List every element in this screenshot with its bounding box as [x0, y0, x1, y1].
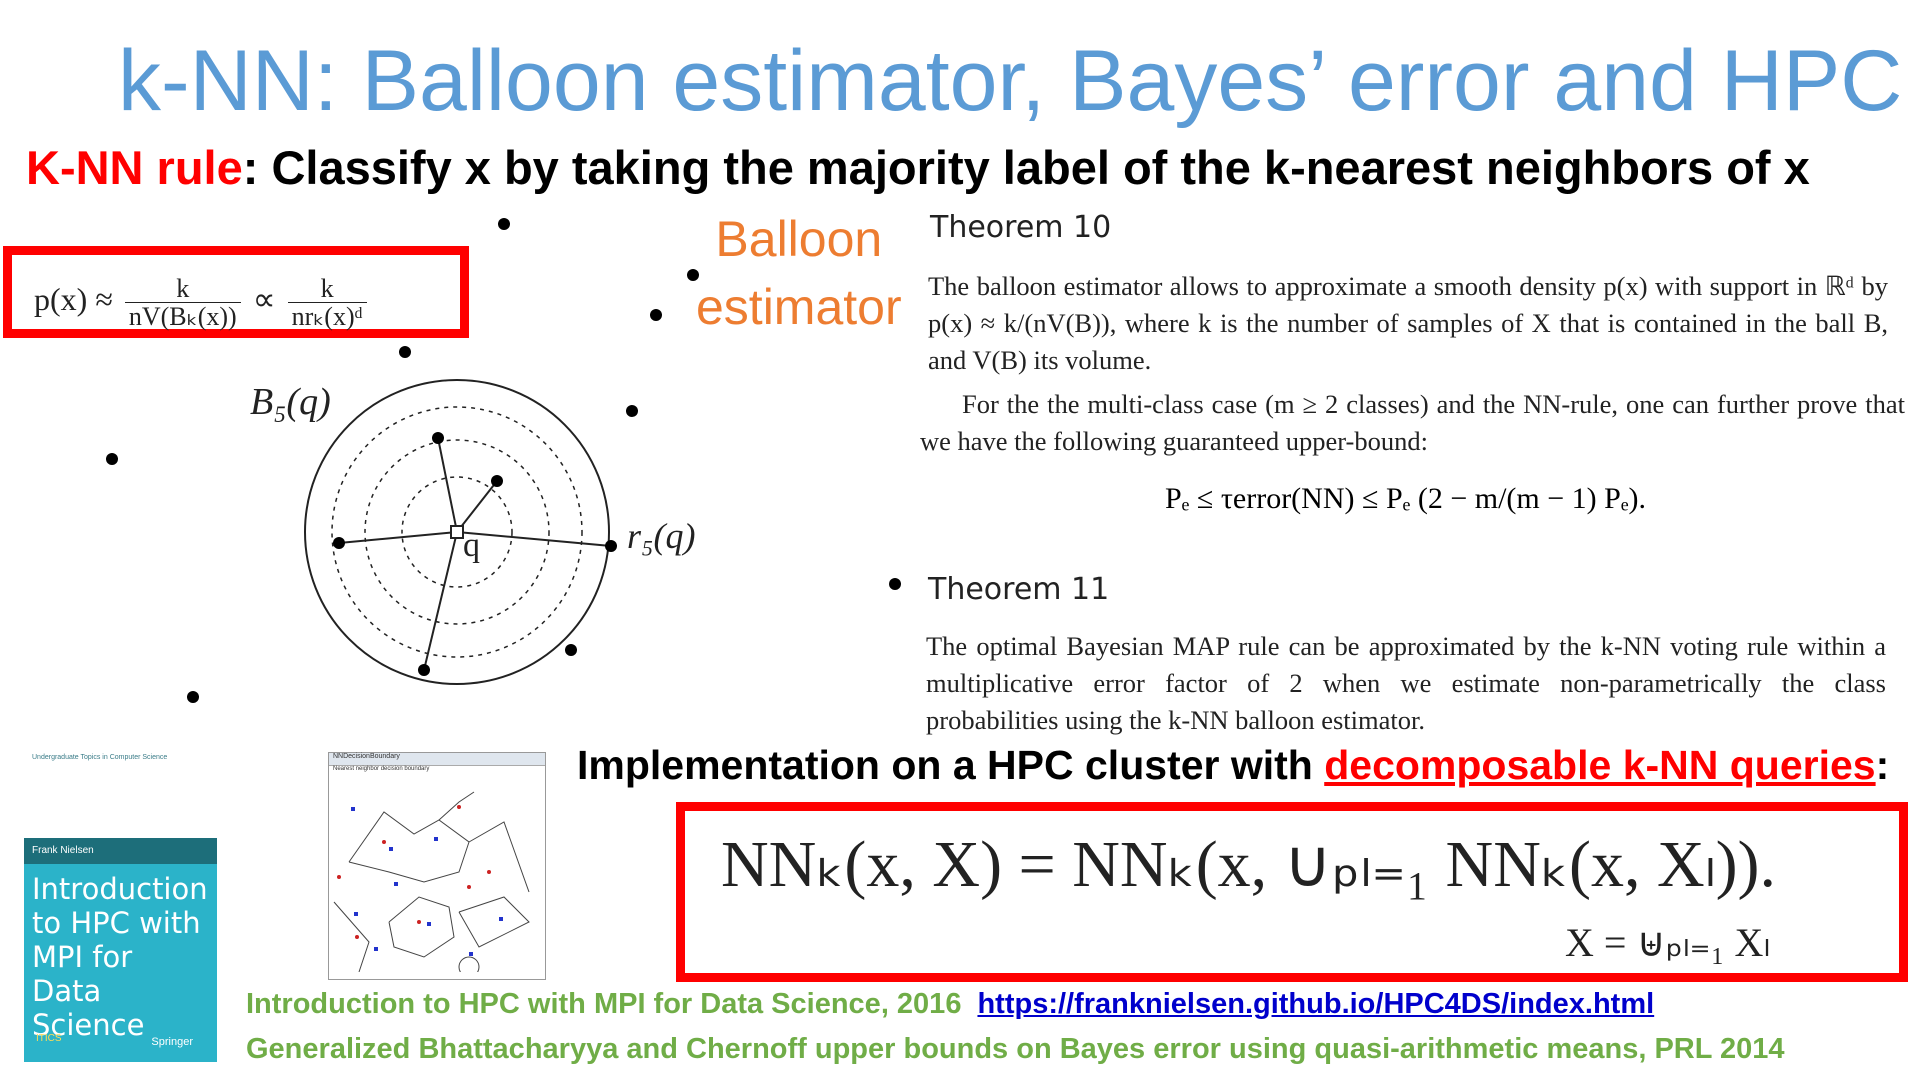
formula-prop: ∝ [252, 281, 276, 318]
density-formula: p(x) ≈ k nV(Bₖ(x)) ∝ k nrₖ(x)ᵈ [34, 275, 371, 331]
nn-decomposition-formula: NNₖ(x, X) = NNₖ(x, ∪ₚₗ₌₁ NNₖ(x, Xₗ)). [721, 828, 1777, 901]
theorem-11-text: The optimal Bayesian MAP rule can be app… [926, 631, 1886, 735]
knn-rule-label: K-NN rule [26, 141, 243, 194]
dashed-circle-large [331, 406, 583, 658]
book-logo: ITICS [36, 1033, 62, 1044]
multiclass-text: For the the multi-class case (m ≥ 2 clas… [920, 389, 1905, 456]
decision-boundary-screenshot: NNDecisionBoundary Nearest neighbor deci… [328, 752, 546, 980]
theorem-11-heading: Theorem 11 [928, 572, 1110, 607]
dashed-circle-mid [364, 439, 550, 625]
balloon-estimator-label: Balloon estimator [696, 205, 902, 341]
balloon-diagram [106, 218, 901, 703]
dashed-circle-small [401, 476, 513, 588]
reference-2: Generalized Bhattacharyya and Chernoff u… [246, 1033, 1785, 1065]
decision-boundary-plot [333, 791, 530, 978]
data-point [626, 405, 638, 417]
implementation-heading: Implementation on a HPC cluster with dec… [577, 742, 1889, 789]
nn-formula-box: NNₖ(x, X) = NNₖ(x, ∪ₚₗ₌₁ NNₖ(x, Xₗ)). X … [676, 802, 1908, 982]
balloon-line-2: estimator [696, 279, 902, 335]
data-point [565, 644, 577, 656]
bullet-point [889, 578, 901, 590]
neighbor-point [605, 540, 617, 552]
book-title: Introduction to HPC with MPI for Data Sc… [32, 872, 208, 1042]
data-point [498, 218, 510, 230]
data-point [399, 346, 411, 358]
decomposable-queries-link[interactable]: decomposable k-NN queries [1324, 742, 1876, 788]
frac2-den: nrₖ(x)ᵈ [291, 302, 363, 332]
reference-1-text: Introduction to HPC with MPI for Data Sc… [246, 988, 962, 1020]
impl-suffix: : [1875, 742, 1890, 788]
neighbor-point [432, 432, 444, 444]
neighbor-point [418, 664, 430, 676]
reference-1: Introduction to HPC with MPI for Data Sc… [246, 988, 1654, 1021]
data-point [650, 309, 662, 321]
neighbor-line-5 [423, 531, 458, 671]
impl-text: Implementation on a HPC cluster with [577, 742, 1325, 788]
neighbor-line-2 [456, 480, 498, 533]
upper-bound-formula: Pₑ ≤ τerror(NN) ≤ Pₑ (2 − m/(m − 1) Pₑ). [1165, 482, 1647, 515]
book-publisher: Springer [151, 1036, 193, 1048]
reference-1-link[interactable]: https://franknielsen.github.io/HPC4DS/in… [977, 988, 1655, 1020]
neighbor-line-3 [338, 531, 458, 544]
screenshot-window-title: NNDecisionBoundary [329, 753, 545, 766]
query-point [450, 525, 464, 539]
frac2-num: k [287, 275, 367, 304]
ball-circle [304, 379, 610, 685]
theorem-10-heading: Theorem 10 [930, 210, 1112, 245]
data-point [187, 691, 199, 703]
frac1-num: k [124, 275, 241, 304]
theorem-10-text: The balloon estimator allows to approxim… [928, 271, 1888, 375]
knn-rule-text: : Classify x by taking the majority labe… [242, 141, 1810, 194]
ball-label: B₅(q) [250, 381, 331, 423]
frac1-den: nV(Bₖ(x)) [128, 302, 237, 332]
slide-title: k-NN: Balloon estimator, Bayes’ error an… [118, 33, 1903, 129]
radius-label: r₅(q) [627, 516, 696, 556]
data-point [106, 453, 118, 465]
neighbor-line-4 [456, 531, 612, 547]
book-series: Undergraduate Topics in Computer Science [32, 754, 168, 761]
formula-fraction-1: k nV(Bₖ(x)) [124, 275, 241, 332]
formula-lhs: p(x) ≈ [34, 281, 113, 318]
formula-fraction-2: k nrₖ(x)ᵈ [287, 275, 367, 332]
knn-rule-statement: K-NN rule: Classify x by taking the majo… [26, 140, 1810, 195]
data-point [687, 269, 699, 281]
balloon-line-1: Balloon [715, 211, 883, 267]
disjoint-union-formula: X = ⊎ₚₗ₌₁ Xₗ [1565, 920, 1771, 965]
screenshot-caption: Nearest neighbor decision boundary [333, 766, 430, 772]
density-formula-box: p(x) ≈ k nV(Bₖ(x)) ∝ k nrₖ(x)ᵈ [3, 246, 469, 338]
neighbor-point [333, 537, 345, 549]
neighbor-line-1 [437, 437, 458, 533]
book-cover-top: Undergraduate Topics in Computer Science [24, 742, 217, 842]
query-label: q [463, 527, 480, 564]
book-cover: Undergraduate Topics in Computer Science… [24, 742, 217, 1062]
neighbor-point [491, 475, 503, 487]
book-author: Frank Nielsen [24, 838, 217, 864]
